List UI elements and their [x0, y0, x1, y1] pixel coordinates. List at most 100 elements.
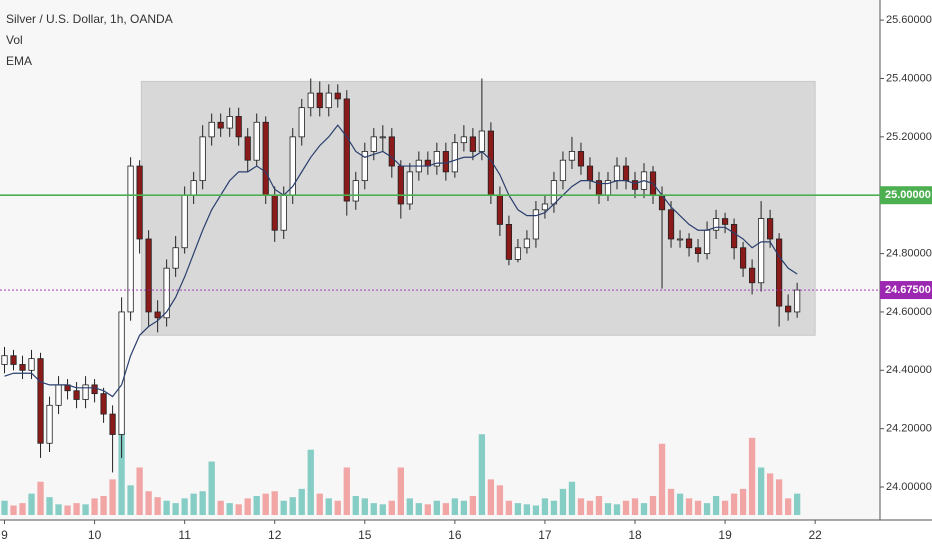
volume-bar [388, 500, 395, 515]
volume-bar [649, 496, 657, 515]
candle-body [298, 107, 305, 138]
candle-body [523, 238, 531, 249]
candle-body [685, 238, 693, 249]
candle-body [785, 305, 792, 313]
volume-bar [757, 467, 765, 515]
y-tick-label: 25.40000 [886, 72, 932, 84]
candle-body [55, 384, 62, 406]
volume-bar [316, 493, 323, 515]
volume-bar [28, 493, 35, 515]
candle-body [667, 209, 675, 240]
candle-body [127, 165, 134, 313]
x-tick-label: 12 [268, 528, 282, 542]
volume-bar [199, 491, 206, 515]
candle-body [703, 229, 711, 254]
volume-bar [568, 481, 576, 515]
volume-bar [532, 505, 540, 515]
candle-body [82, 384, 89, 400]
candle-body [550, 180, 558, 205]
volume-bar [91, 498, 98, 515]
candle-body [370, 136, 377, 152]
volume-bar [379, 504, 386, 515]
volume-bar [433, 500, 440, 515]
volume-bar [37, 481, 44, 515]
volume-bar [82, 504, 89, 515]
candle-body [442, 151, 449, 173]
candle-body [163, 267, 170, 319]
candle-body [10, 355, 17, 365]
candle-body [767, 218, 774, 240]
volume-bar [253, 496, 260, 515]
volume-bar [703, 503, 711, 515]
candle-body [262, 121, 269, 196]
volume-bar [631, 498, 639, 515]
candle-body [73, 390, 80, 400]
volume-bar [136, 467, 143, 515]
volume-bar [190, 493, 197, 515]
volume-bar [442, 503, 450, 515]
volume-bar [397, 467, 404, 515]
volume-bar [127, 485, 134, 515]
candle-body [496, 194, 503, 225]
volume-bar [154, 497, 161, 515]
candle-body [730, 223, 738, 249]
volume-bar [289, 497, 296, 515]
candle-body [172, 247, 179, 269]
candle-body [325, 92, 332, 109]
volume-bar [469, 496, 477, 515]
y-tick-label: 24.20000 [886, 423, 932, 435]
candle-body [739, 247, 747, 269]
candle-body [388, 136, 395, 167]
candle-body [505, 223, 513, 260]
price-label-bg [880, 281, 932, 300]
candle-body [748, 267, 756, 284]
volume-bar [64, 505, 71, 515]
candle-body [1, 355, 8, 365]
volume-bar [100, 496, 107, 515]
x-tick-label: 9 [1, 528, 8, 542]
candle-body [631, 180, 639, 190]
candle-body [712, 218, 720, 231]
x-tick-label: 16 [448, 528, 462, 542]
volume-bar [712, 496, 720, 515]
candle-body [676, 238, 684, 241]
candle-body [307, 92, 314, 109]
candle-body [586, 165, 594, 182]
candle-body [794, 289, 801, 313]
candle-body [568, 151, 576, 161]
volume-bar [487, 479, 495, 515]
candle-body [622, 165, 630, 182]
volume-bar [460, 500, 468, 515]
x-tick-label: 10 [88, 528, 102, 542]
volume-bar [622, 500, 630, 515]
y-tick-label: 24.80000 [886, 247, 932, 259]
y-tick-label: 24.00000 [886, 481, 932, 493]
volume-bar [451, 498, 459, 515]
layer [0, 78, 880, 515]
candle-body [343, 98, 350, 202]
candle-body [280, 194, 287, 231]
candle-body [28, 358, 35, 371]
indicator-label: EMA [6, 54, 32, 68]
candle-body [613, 165, 621, 182]
candle-body [226, 116, 233, 129]
x-tick-label: 11 [178, 528, 191, 542]
candle-body [433, 151, 440, 167]
candle-body [334, 92, 341, 100]
candle-body [460, 136, 467, 144]
volume-bar [226, 503, 233, 515]
volume-bar [235, 504, 242, 515]
volume-bar [667, 488, 675, 515]
candle-body [154, 311, 161, 319]
volume-bar [424, 504, 431, 515]
volume-bar [559, 488, 567, 515]
candle-body [46, 404, 53, 444]
candle-body [190, 180, 197, 196]
candle-body [208, 121, 215, 138]
candle-body [406, 171, 413, 205]
volume-bar [595, 496, 603, 515]
volume-bar [118, 431, 125, 515]
volume-bar [271, 491, 278, 515]
volume-bar [145, 491, 152, 515]
volume-bar [478, 434, 486, 515]
